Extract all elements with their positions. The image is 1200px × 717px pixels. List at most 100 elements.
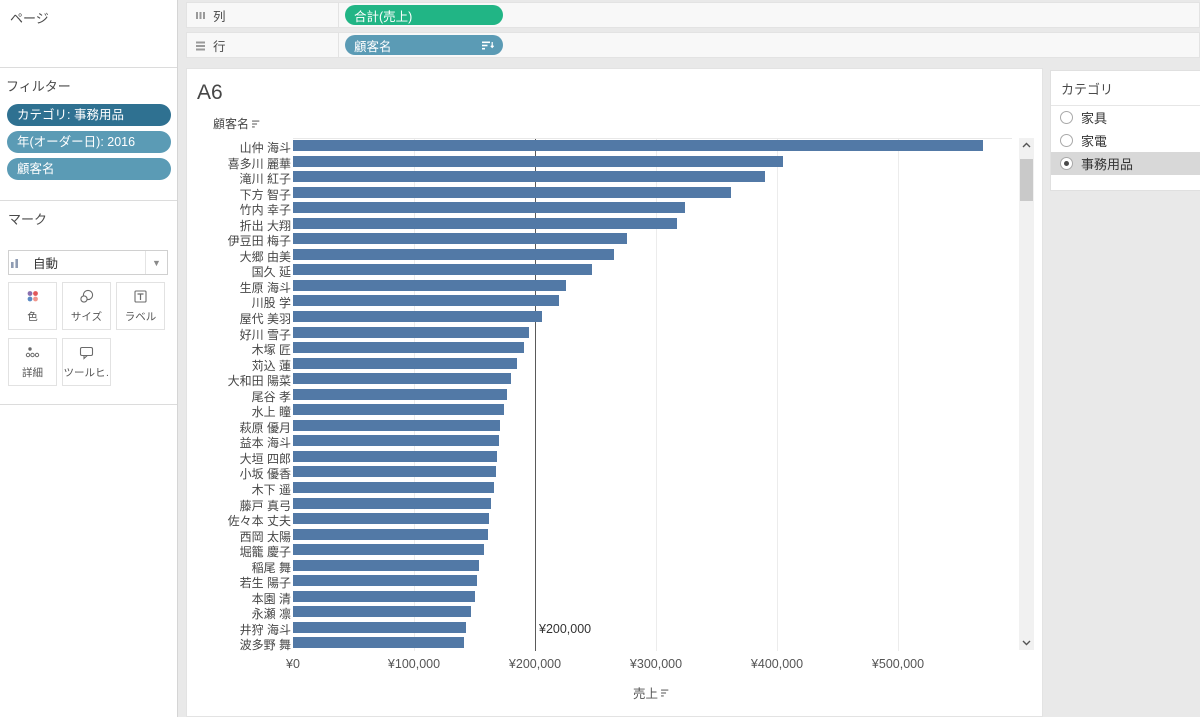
filter-pill[interactable]: 顧客名 <box>7 158 171 180</box>
row-label[interactable]: 永瀬 凛 <box>251 607 291 622</box>
row-label[interactable]: 下方 智子 <box>239 187 291 202</box>
row-label[interactable]: 折出 大翔 <box>239 218 291 233</box>
bar[interactable] <box>293 404 504 416</box>
bar[interactable] <box>293 450 498 462</box>
bar[interactable] <box>293 544 485 556</box>
bar[interactable] <box>293 513 490 525</box>
row-label[interactable]: 尾谷 孝 <box>251 389 291 404</box>
radio-icon[interactable] <box>1060 111 1073 124</box>
sort-descending-icon[interactable] <box>661 688 672 698</box>
bar[interactable] <box>293 606 471 618</box>
row-label[interactable]: 生原 海斗 <box>239 280 291 295</box>
bar[interactable] <box>293 637 464 649</box>
reference-line[interactable] <box>535 139 536 651</box>
bar[interactable] <box>293 621 467 633</box>
row-label[interactable]: 苅込 蓮 <box>251 358 291 373</box>
bar[interactable] <box>293 295 560 307</box>
row-label[interactable]: 伊豆田 梅子 <box>227 234 291 249</box>
bar[interactable] <box>293 559 480 571</box>
bar[interactable] <box>293 497 492 509</box>
row-label[interactable]: 萩原 優月 <box>239 420 291 435</box>
row-label[interactable]: 稲尾 舞 <box>251 560 291 575</box>
gridline <box>656 139 657 651</box>
bar[interactable] <box>293 388 508 400</box>
row-label[interactable]: 水上 瞳 <box>251 405 291 420</box>
mark-button-detail[interactable]: 詳細 <box>8 338 57 386</box>
row-label[interactable]: 好川 雪子 <box>239 327 291 342</box>
row-label[interactable]: 小坂 優香 <box>239 467 291 482</box>
pill-sum-sales[interactable]: 合計(売上) <box>345 5 503 25</box>
mark-button-label[interactable]: ラベル <box>116 282 165 330</box>
bar[interactable] <box>293 140 983 151</box>
scroll-up-icon[interactable] <box>1019 138 1034 152</box>
row-label[interactable]: 大和田 陽菜 <box>227 374 291 389</box>
bar[interactable] <box>293 155 784 167</box>
bar[interactable] <box>293 342 525 354</box>
bar[interactable] <box>293 435 499 447</box>
filter-pill[interactable]: 年(オーダー日): 2016 <box>7 131 171 153</box>
bar[interactable] <box>293 482 494 493</box>
bar[interactable] <box>293 326 529 338</box>
scrollbar-thumb[interactable] <box>1020 159 1033 201</box>
row-label[interactable]: 井狩 海斗 <box>239 622 291 637</box>
row-label[interactable]: 滝川 紅子 <box>239 172 291 187</box>
bar[interactable] <box>293 575 477 587</box>
row-label[interactable]: 川股 学 <box>251 296 291 311</box>
bar[interactable] <box>293 373 511 385</box>
mark-button-color[interactable]: 色 <box>8 282 57 330</box>
row-label[interactable]: 大郷 由美 <box>239 249 291 264</box>
row-label[interactable]: 大垣 四郎 <box>239 451 291 466</box>
columns-shelf-label: 列 <box>187 3 339 27</box>
bar[interactable] <box>293 171 765 183</box>
row-label[interactable]: 若生 陽子 <box>239 576 291 591</box>
bar[interactable] <box>293 202 686 214</box>
bar[interactable] <box>293 590 475 602</box>
row-field-header[interactable]: 顧客名 <box>213 115 263 132</box>
row-label[interactable]: 益本 海斗 <box>239 436 291 451</box>
bar[interactable] <box>293 186 732 198</box>
row-label[interactable]: 本園 清 <box>251 591 291 606</box>
x-axis-title[interactable]: 売上 <box>293 683 1012 702</box>
pill-customer-name[interactable]: 顧客名 <box>345 35 503 55</box>
row-label[interactable]: 藤戸 真弓 <box>239 498 291 513</box>
filter-pill[interactable]: カテゴリ: 事務用品 <box>7 104 171 126</box>
rows-shelf-text: 行 <box>213 39 226 54</box>
mark-type-dropdown[interactable]: 自動 ▼ <box>8 250 168 275</box>
bar[interactable] <box>293 311 543 322</box>
row-label[interactable]: 喜多川 麗華 <box>227 156 291 171</box>
bar[interactable] <box>293 528 488 540</box>
bar[interactable] <box>293 466 497 478</box>
table-row: 川股 学 <box>187 293 1017 311</box>
row-label[interactable]: 木下 遥 <box>251 483 291 497</box>
bar[interactable] <box>293 217 677 229</box>
row-label[interactable]: 佐々本 丈夫 <box>227 514 291 529</box>
scroll-down-icon[interactable] <box>1019 636 1034 650</box>
vertical-scrollbar[interactable] <box>1019 138 1034 650</box>
mark-button-label: 色 <box>27 311 38 323</box>
bar[interactable] <box>293 233 627 245</box>
bar[interactable] <box>293 357 517 369</box>
bar[interactable] <box>293 264 592 276</box>
row-label[interactable]: 西岡 太陽 <box>239 529 291 544</box>
category-option[interactable]: 家電 <box>1051 129 1200 152</box>
mark-button-size[interactable]: サイズ <box>62 282 111 330</box>
radio-icon[interactable] <box>1060 134 1073 147</box>
row-label[interactable]: 竹内 幸子 <box>239 203 291 218</box>
radio-selected-icon[interactable] <box>1060 157 1073 170</box>
reference-line-label: ¥200,000 <box>539 622 592 636</box>
category-option[interactable]: 事務用品 <box>1051 152 1200 175</box>
x-axis: ¥0 ¥100,000 ¥200,000 ¥300,000 ¥400,000 ¥500,0… <box>187 657 1017 675</box>
row-label[interactable]: 波多野 舞 <box>239 638 291 653</box>
mark-button-tooltip[interactable]: ツールヒ… <box>62 338 111 386</box>
row-label[interactable]: 木塚 匠 <box>251 343 291 358</box>
row-label[interactable]: 屋代 美羽 <box>239 312 291 326</box>
bar[interactable] <box>293 279 567 291</box>
category-option[interactable]: 家具 <box>1051 106 1200 129</box>
row-label[interactable]: 堀籠 慶子 <box>239 545 291 560</box>
chevron-down-icon[interactable]: ▼ <box>145 251 167 274</box>
bar[interactable] <box>293 419 500 431</box>
bar[interactable] <box>293 248 614 260</box>
sort-descending-icon[interactable] <box>252 119 263 129</box>
row-label[interactable]: 国久 延 <box>251 265 291 280</box>
row-label[interactable]: 山仲 海斗 <box>239 141 291 155</box>
